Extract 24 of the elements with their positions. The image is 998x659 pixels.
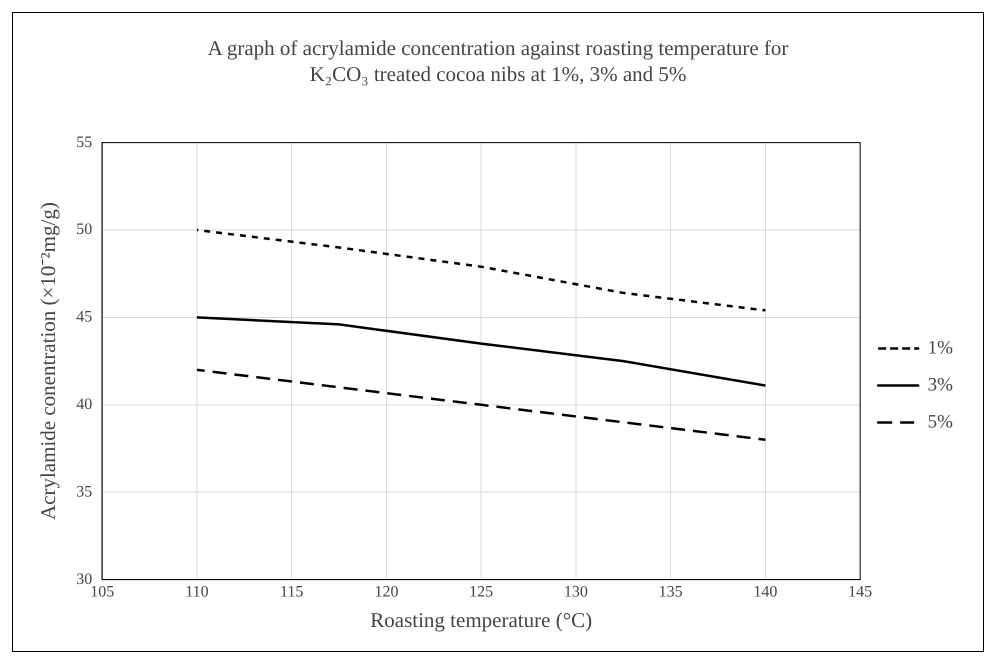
x-tick-label: 135 (658, 583, 683, 600)
x-tick-label: 145 (848, 583, 872, 600)
x-tick-label: 130 (564, 583, 588, 600)
y-tick-label: 35 (76, 483, 92, 500)
x-tick-label: 115 (280, 583, 304, 600)
x-tick-label: 120 (374, 583, 398, 600)
y-tick-label: 40 (76, 396, 92, 414)
x-tick-label: 140 (753, 583, 778, 600)
line-series (196, 228, 767, 312)
legend-label: 5% (928, 411, 954, 432)
y-tick-label: 55 (76, 134, 92, 151)
legend-label: 1% (928, 337, 954, 358)
y-tick-label: 30 (76, 570, 92, 588)
line-series (196, 368, 767, 442)
y-axis-title: Acrylamide conentration (×10⁻²mg/g) (36, 202, 60, 520)
x-tick-label: 110 (185, 583, 209, 600)
y-tick-label: 45 (76, 308, 92, 326)
x-axis-title: Roasting temperature (°C) (370, 608, 592, 632)
x-tick-label: 125 (469, 583, 494, 600)
x-tick-label: 105 (90, 583, 114, 600)
chart-subtitle: K₂CO₃ treated cocoa nibs at 1%, 3% and 5% (308, 61, 688, 87)
y-tick-label: 50 (76, 221, 92, 238)
chart-title: A graph of acrylamide concentration against roasting temperature for (206, 35, 790, 61)
legend-label: 3% (928, 374, 954, 396)
